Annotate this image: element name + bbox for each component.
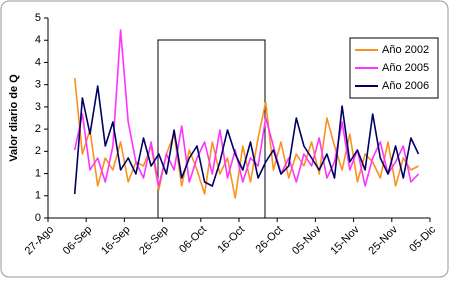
legend-label: Año 2006 bbox=[382, 80, 429, 92]
series-line bbox=[73, 29, 420, 187]
series-line bbox=[73, 85, 420, 195]
y-tick-label: 2 bbox=[35, 145, 41, 157]
y-tick-label: 3 bbox=[35, 79, 41, 91]
y-axis-label: Valor diario de Q bbox=[8, 74, 20, 162]
legend-label: Año 2005 bbox=[382, 62, 429, 74]
legend-label: Año 2002 bbox=[382, 44, 429, 56]
y-tick-label: 3 bbox=[35, 101, 41, 113]
y-tick-label: 1 bbox=[35, 167, 41, 179]
y-tick-label: 1 bbox=[35, 190, 41, 202]
y-tick-label: 4 bbox=[35, 56, 41, 68]
y-tick-label: 5 bbox=[35, 12, 41, 24]
y-tick-label: 2 bbox=[35, 123, 41, 135]
frame bbox=[0, 0, 449, 278]
y-tick-label: 4 bbox=[35, 34, 41, 46]
y-tick-label: 0 bbox=[35, 212, 41, 224]
